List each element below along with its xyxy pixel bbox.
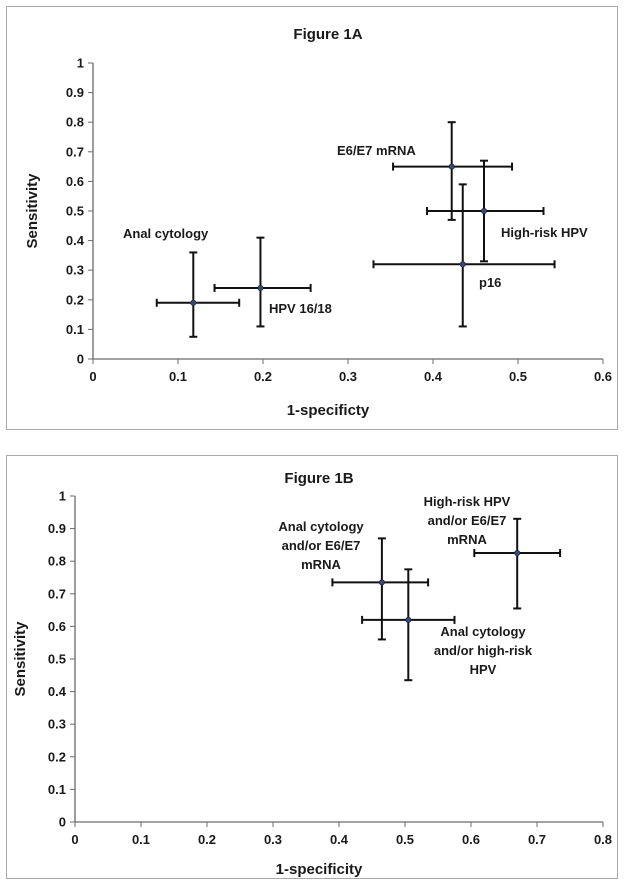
y-tick-label: 0.7 (66, 144, 84, 159)
point-label: High-risk HPV (501, 225, 588, 240)
point-label: mRNA (301, 557, 341, 572)
y-tick-label: 0.3 (48, 717, 66, 732)
y-tick-label: 0.1 (66, 322, 84, 337)
x-tick-label: 0.4 (424, 369, 443, 384)
figure-1a-panel: Figure 1A 0 0.1 0.2 0.3 0.4 0.5 0.6 0.7 0.8 0.9 1 0 0… (6, 6, 618, 430)
point-label: Anal cytology (123, 226, 209, 241)
data-point (405, 616, 412, 623)
x-tick-label: 0.3 (264, 832, 282, 847)
y-tick-label: 0.2 (48, 749, 66, 764)
y-tick-label: 0.7 (48, 586, 66, 601)
point-label: E6/E7 mRNA (337, 143, 416, 158)
figure-1b-panel: Figure 1B 0 0.1 0.2 0.3 0.4 0.5 0.6 0.7 0.8 0.9 1 0 0… (6, 455, 618, 879)
y-tick-label: 1 (77, 56, 84, 71)
x-tick-label: 0 (89, 369, 96, 384)
y-tick-label: 0.4 (66, 233, 85, 248)
y-tick-label: 0.8 (48, 554, 66, 569)
chart-title: Figure 1A (293, 26, 362, 43)
y-tick-label: 0.9 (66, 85, 84, 100)
figure-1a-chart: Figure 1A 0 0.1 0.2 0.3 0.4 0.5 0.6 0.7 0.8 0.9 1 0 0… (24, 26, 612, 419)
data-point (514, 550, 521, 557)
data-point (190, 299, 197, 306)
data-point (448, 163, 455, 170)
y-tick-label: 0.1 (48, 782, 66, 797)
y-tick-label: 0.8 (66, 115, 84, 130)
x-tick-label: 0.1 (169, 369, 187, 384)
point-label: and/or E6/E7 (428, 513, 507, 528)
x-axis-title: 1-specificity (276, 861, 363, 878)
x-tick-label: 0.1 (132, 832, 150, 847)
y-tick-label: 0.5 (48, 652, 66, 667)
y-tick-label: 0.5 (66, 204, 84, 219)
x-tick-label: 0.2 (198, 832, 216, 847)
point-label: High-risk HPV (424, 494, 511, 509)
y-tick-label: 0.2 (66, 292, 84, 307)
y-axis-title: Sensitivity (12, 621, 29, 697)
x-tick-label: 0.8 (594, 832, 612, 847)
x-tick-label: 0.5 (396, 832, 414, 847)
data-point (378, 579, 385, 586)
point-label: p16 (479, 275, 501, 290)
y-tick-label: 0.6 (48, 619, 66, 634)
point-label: mRNA (447, 532, 487, 547)
data-point (480, 207, 487, 214)
y-tick-label: 0 (59, 815, 66, 830)
y-tick-label: 0.6 (66, 174, 84, 189)
point-label: Anal cytology (278, 519, 364, 534)
x-tick-label: 0.6 (594, 369, 612, 384)
y-axis-title: Sensitivity (24, 173, 41, 249)
point-label: HPV (470, 662, 497, 677)
y-tick-label: 0.9 (48, 521, 66, 536)
x-tick-label: 0.7 (528, 832, 546, 847)
point-label: Anal cytology (440, 624, 526, 639)
y-tick-label: 0.3 (66, 263, 84, 278)
x-tick-label: 0.3 (339, 369, 357, 384)
chart-title: Figure 1B (284, 470, 353, 487)
point-label: and/or high-risk (434, 643, 533, 658)
y-tick-label: 0 (77, 352, 84, 367)
point-label: HPV 16/18 (269, 301, 332, 316)
x-tick-label: 0 (71, 832, 78, 847)
figure-1b-chart: Figure 1B 0 0.1 0.2 0.3 0.4 0.5 0.6 0.7 0.8 0.9 1 0 0… (12, 470, 612, 878)
x-tick-label: 0.2 (254, 369, 272, 384)
x-tick-label: 0.6 (462, 832, 480, 847)
y-tick-label: 0.4 (48, 684, 67, 699)
data-point (459, 261, 466, 268)
data-point (257, 284, 264, 291)
point-label: and/or E6/E7 (282, 538, 361, 553)
x-axis-title: 1-specificty (287, 402, 370, 419)
x-tick-label: 0.4 (330, 832, 349, 847)
x-tick-label: 0.5 (509, 369, 527, 384)
y-tick-label: 1 (59, 489, 66, 504)
